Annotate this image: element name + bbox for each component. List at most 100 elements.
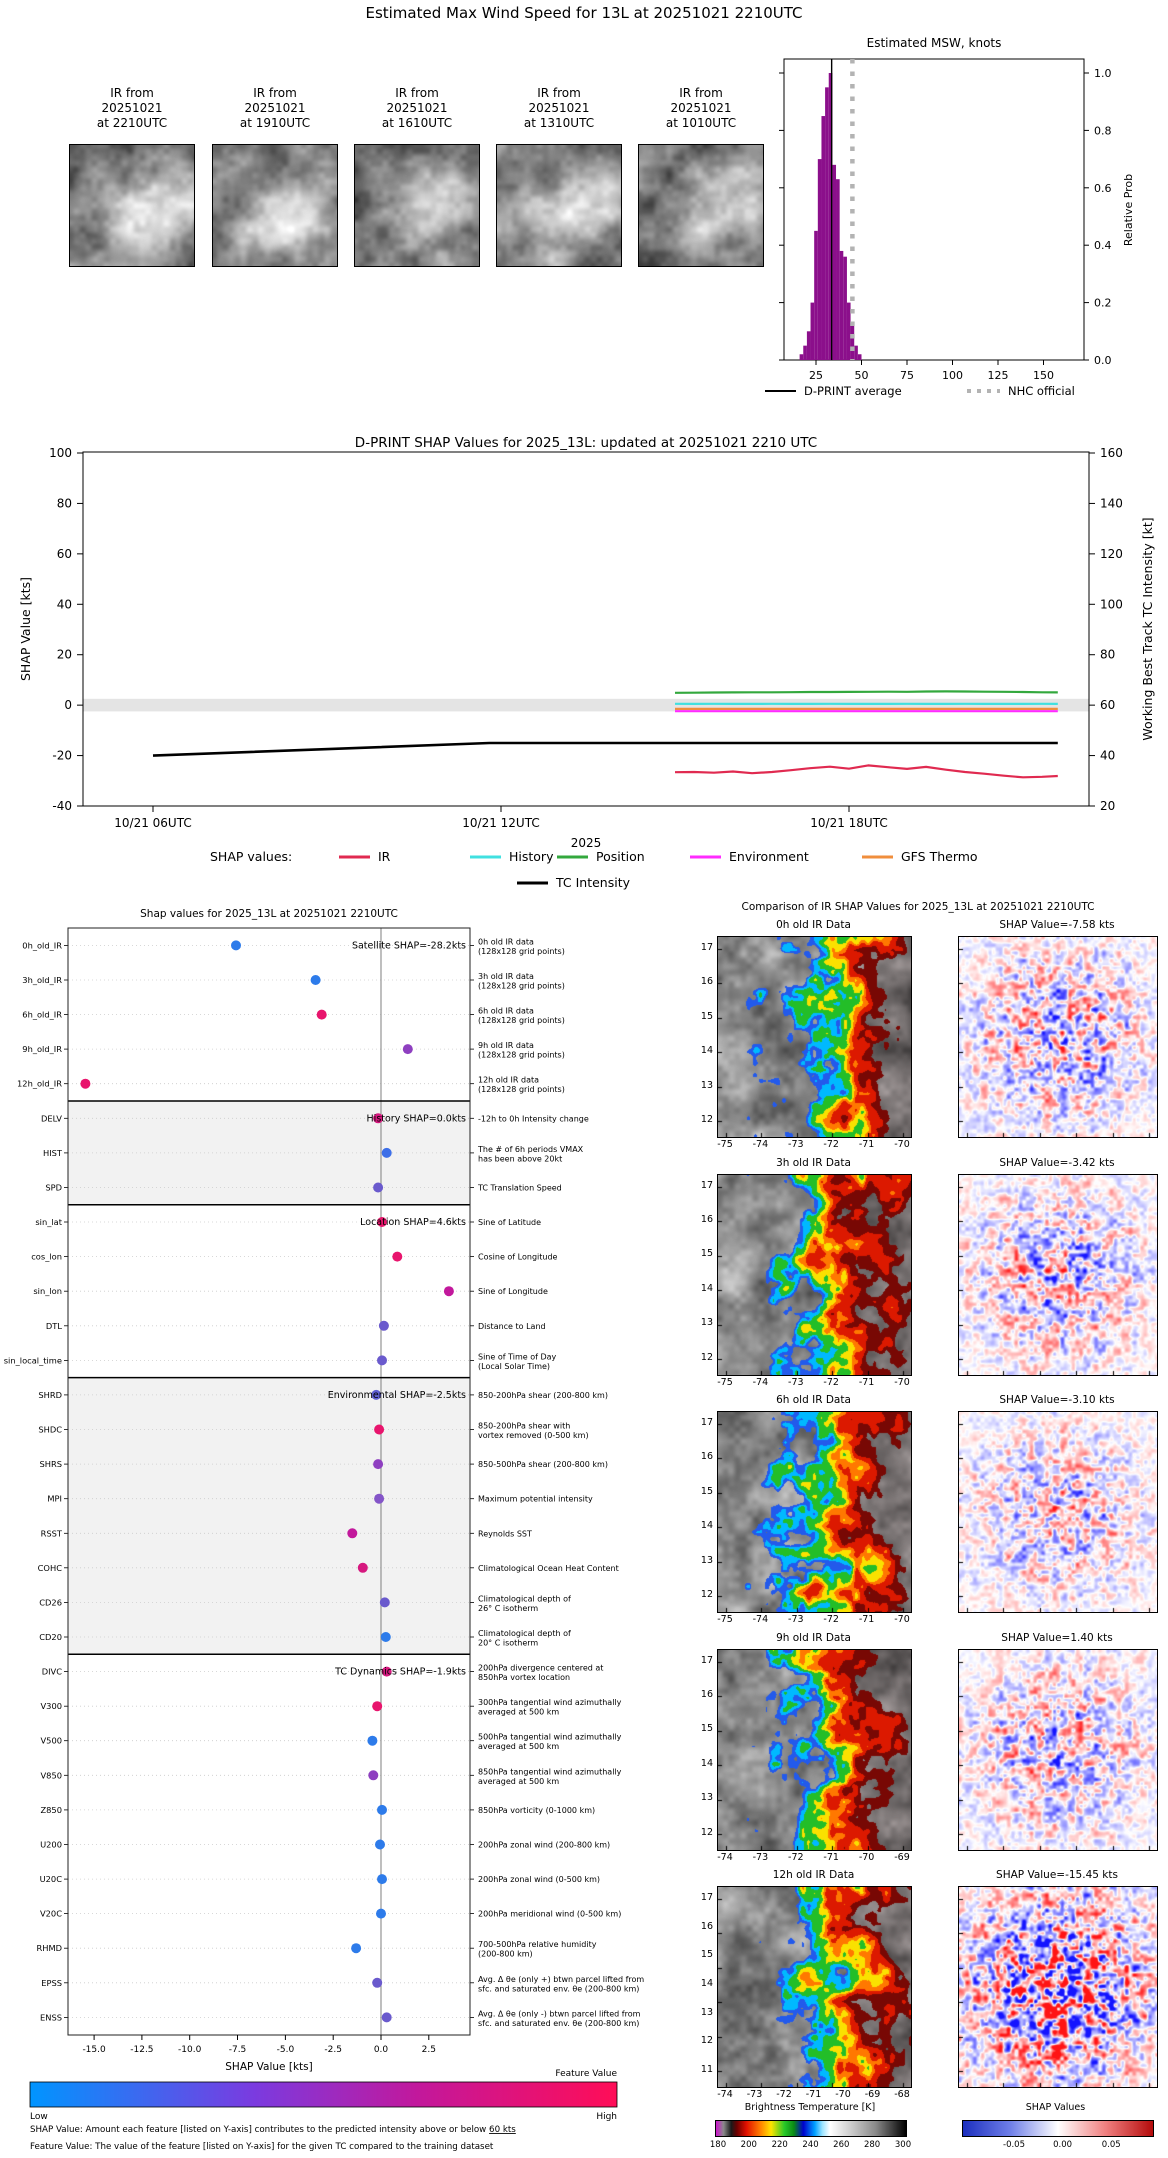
bt-colorbar-tick: 280 — [863, 2140, 881, 2150]
svg-text:SPD: SPD — [45, 1182, 62, 1192]
shap-dot-CD26 — [379, 1597, 390, 1608]
msw-histogram: Estimated MSW, knots 0.0 0.2 0.4 0.6 0.8 1.0 25… — [765, 36, 1135, 398]
svg-text:SHRS: SHRS — [39, 1459, 62, 1469]
lat-tick-label: 13 — [700, 1554, 713, 1566]
shap-dot-sin_lon — [443, 1286, 454, 1297]
svg-text:Climatological Ocean Heat Cont: Climatological Ocean Heat Content — [478, 1564, 619, 1573]
svg-text:RHMD: RHMD — [36, 1943, 62, 1953]
shap-dot-COHC — [357, 1562, 368, 1573]
svg-text:DIVC: DIVC — [42, 1667, 63, 1677]
svg-text:Z850: Z850 — [40, 1805, 62, 1815]
svg-text:700-500hPa relative humidity: 700-500hPa relative humidity — [478, 1940, 597, 1949]
svg-text:DELV: DELV — [41, 1113, 62, 1123]
histogram-bar — [821, 116, 826, 360]
svg-text:-12.5: -12.5 — [130, 2045, 153, 2055]
lat-tick-label: 16 — [700, 1688, 713, 1700]
lon-tick-label: -74 — [717, 1851, 733, 1863]
svg-text:10/21 06UTC: 10/21 06UTC — [114, 816, 191, 830]
svg-text:150: 150 — [1033, 369, 1054, 382]
shap-dot-DTL — [378, 1320, 389, 1331]
svg-text:Low: Low — [30, 2112, 48, 2122]
shap-dot-plot-panel: Shap values for 2025_13L at 20251021 221… — [0, 900, 668, 2158]
lon-tick-label: -75 — [717, 1614, 733, 1625]
lat-tick-label: 15 — [700, 1248, 713, 1260]
svg-text:(128x128 grid points): (128x128 grid points) — [478, 1016, 565, 1025]
svg-text:160: 160 — [1100, 446, 1123, 460]
svg-text:Shap values for 2025_13L at 20: Shap values for 2025_13L at 20251021 221… — [140, 908, 398, 920]
shap-dot-U20C — [377, 1874, 387, 1885]
lat-tick-label: 12 — [700, 1826, 713, 1838]
shap-dot-6h_old_IR — [316, 1009, 327, 1020]
shap-dot-cos_lon — [392, 1251, 403, 1262]
svg-text:850hPa vorticity (0-1000 km): 850hPa vorticity (0-1000 km) — [478, 1806, 595, 1815]
shap-dot-12h_old_IR — [80, 1078, 91, 1089]
svg-text:sin_local_time: sin_local_time — [4, 1355, 62, 1365]
lon-tick-label: -69 — [864, 2089, 881, 2100]
svg-text:300hPa tangential wind azimuth: 300hPa tangential wind azimuthally — [478, 1698, 622, 1707]
lat-tick-label: 14 — [700, 1978, 713, 1989]
svg-text:Relative Prob: Relative Prob — [1122, 174, 1135, 246]
histogram-bar — [839, 250, 844, 360]
lat-tick-label: 12 — [700, 2035, 713, 2047]
svg-text:0h old IR data: 0h old IR data — [478, 937, 534, 946]
svg-text:(200-800 km): (200-800 km) — [478, 1950, 533, 1959]
shap-dot-Z850 — [377, 1804, 387, 1815]
svg-text:NHC official: NHC official — [1008, 384, 1075, 398]
shap-dot-RSST — [347, 1528, 358, 1539]
svg-text:cos_lon: cos_lon — [31, 1252, 62, 1262]
svg-text:COHC: COHC — [38, 1563, 63, 1573]
svg-text:75: 75 — [900, 369, 914, 382]
svg-text:0h_old_IR: 0h_old_IR — [22, 940, 62, 950]
ir-thumbnail-caption: IR from 20251021 at 1910UTC — [239, 86, 311, 130]
lon-tick-label: -70 — [894, 1614, 910, 1625]
shap-dot-0h_old_IR — [231, 940, 241, 951]
ir-thumbnail-image — [496, 144, 622, 267]
svg-text:RSST: RSST — [41, 1528, 63, 1538]
shap-map-title: SHAP Value=1.40 kts — [1001, 1631, 1113, 1644]
svg-text:Feature Value: The value of th: Feature Value: The value of the feature … — [30, 2142, 494, 2152]
shap-dot-SHDC — [374, 1424, 385, 1435]
svg-text:0.4: 0.4 — [1094, 239, 1112, 252]
svg-text:120: 120 — [1100, 547, 1123, 561]
ir-map-title: 12h old IR Data — [772, 1869, 855, 1881]
shap-dot-HIST — [381, 1147, 392, 1158]
shap-dot-V300 — [372, 1701, 383, 1712]
svg-text:-5.0: -5.0 — [277, 2045, 295, 2055]
ir-thumbnail-caption: IR from 20251021 at 2210UTC — [96, 86, 168, 130]
svg-text:26° C isotherm: 26° C isotherm — [478, 1604, 538, 1613]
svg-text:Working Best Track TC Intensit: Working Best Track TC Intensity [kt] — [1140, 517, 1155, 740]
lat-tick-label: 13 — [700, 1079, 713, 1091]
ir-map-canvas — [717, 1648, 912, 1851]
shap-dot-DELV — [373, 1113, 384, 1124]
shap-dot-SHRD — [371, 1389, 382, 1400]
bt-colorbar-tick: 240 — [802, 2140, 819, 2150]
svg-text:60: 60 — [57, 547, 72, 561]
svg-text:History SHAP=0.0kts: History SHAP=0.0kts — [367, 1113, 467, 1124]
lon-tick-label: -74 — [752, 1139, 769, 1150]
shap-map-canvas — [958, 1886, 1158, 2088]
svg-text:sin_lat: sin_lat — [35, 1217, 62, 1227]
svg-text:D-PRINT average: D-PRINT average — [804, 384, 902, 398]
ir-map-title: 0h old IR Data — [776, 919, 851, 931]
bt-colorbar-tick: 300 — [894, 2140, 912, 2150]
svg-text:12h old IR data: 12h old IR data — [478, 1076, 539, 1085]
svg-text:Sine of Latitude: Sine of Latitude — [478, 1218, 541, 1227]
ir-thumbnail-image — [212, 144, 338, 267]
svg-text:1.0: 1.0 — [1094, 67, 1112, 80]
svg-text:Climatological depth of: Climatological depth of — [478, 1594, 571, 1603]
lat-tick-label: 16 — [700, 1451, 713, 1463]
svg-text:SHAP Value: Amount each featur: SHAP Value: Amount each feature [listed … — [30, 2125, 516, 2135]
svg-text:DTL: DTL — [46, 1321, 62, 1331]
shap-dot-MPI — [374, 1493, 385, 1504]
svg-text:200hPa divergence centered at: 200hPa divergence centered at — [478, 1664, 603, 1673]
svg-text:80: 80 — [1100, 648, 1115, 662]
svg-text:Satellite SHAP=-28.2kts: Satellite SHAP=-28.2kts — [352, 940, 466, 951]
svg-text:-20: -20 — [52, 749, 72, 763]
lon-tick-label: -71 — [823, 1851, 839, 1863]
shap-map-title: SHAP Value=-3.42 kts — [999, 1156, 1115, 1169]
shap-dot-EPSS — [372, 1977, 383, 1988]
svg-text:(128x128 grid points): (128x128 grid points) — [478, 981, 565, 990]
ir-thumbnail-caption: IR from 20251021 at 1610UTC — [381, 86, 453, 130]
lat-tick-label: 17 — [700, 1179, 713, 1191]
shap-dot-sin_lat — [377, 1217, 387, 1227]
